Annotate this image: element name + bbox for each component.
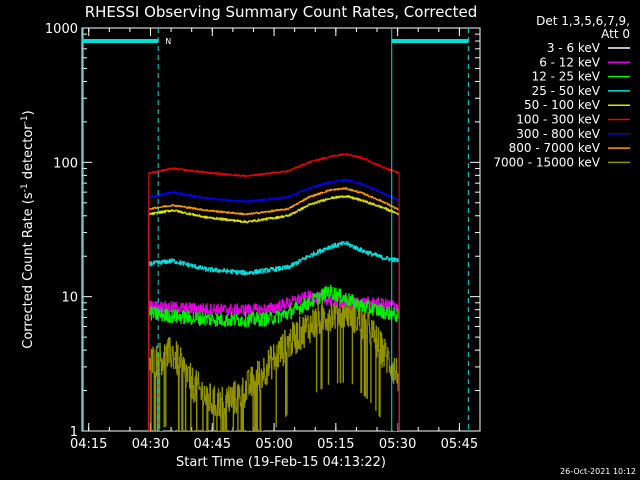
plot-frame <box>81 27 481 432</box>
series-line-9 <box>148 295 400 431</box>
y-axis-label-superscript: -1 <box>20 115 30 124</box>
x-tick-label: 04:45 <box>194 437 231 452</box>
series-line-6 <box>148 153 400 431</box>
legend-entry-label: 25 - 50 keV <box>532 84 601 98</box>
legend-entry-label: 300 - 800 keV <box>516 127 600 141</box>
generated-timestamp: 26-Oct-2021 10:12 <box>560 467 636 476</box>
legend-header: Det 1,3,5,6,7,9, <box>536 14 630 28</box>
y-tick-label: 10 <box>61 291 78 306</box>
legend-entry-label: 6 - 12 keV <box>539 55 601 69</box>
x-tick-label: 04:30 <box>132 437 169 452</box>
series-line-3 <box>148 284 400 431</box>
legend-entry-label: 800 - 7000 keV <box>509 141 601 155</box>
x-tick-label: 05:15 <box>317 437 354 452</box>
legend-entry-label: 3 - 6 keV <box>547 41 601 55</box>
y-axis-label: Corrected Count Rate (s-1 detector-1) <box>20 110 36 348</box>
legend-entry-label: 12 - 25 keV <box>532 70 601 84</box>
y-axis-label-superscript: -1 <box>20 183 30 192</box>
series-line-4 <box>148 241 400 431</box>
x-tick-label: 04:15 <box>70 437 107 452</box>
legend-header-att: Att 0 <box>601 27 630 41</box>
x-tick-label: 05:30 <box>379 437 416 452</box>
y-tick-label: 1 <box>70 425 78 440</box>
y-axis-label-part: Corrected Count Rate (s <box>21 192 36 349</box>
y-tick-label: 100 <box>53 156 78 171</box>
series-line-8 <box>148 187 400 431</box>
chart-title: RHESSI Observing Summary Count Rates, Co… <box>85 3 478 21</box>
legend-entry-label: 7000 - 15000 keV <box>493 155 600 169</box>
x-tick-label: 05:00 <box>255 437 292 452</box>
x-tick-label: 05:45 <box>441 437 478 452</box>
legend-entry-label: 100 - 300 keV <box>516 113 600 127</box>
y-tick-label: 1000 <box>45 22 78 37</box>
legend-entry-label: 50 - 100 keV <box>524 98 601 112</box>
series-line-7 <box>148 178 400 431</box>
y-axis-label-part: detector <box>21 124 36 184</box>
x-axis-label: Start Time (19-Feb-15 04:13:22) <box>176 455 386 470</box>
night-marker-label: N <box>165 37 171 46</box>
series-line-5 <box>148 195 400 431</box>
y-axis-label-part: ) <box>21 110 36 115</box>
